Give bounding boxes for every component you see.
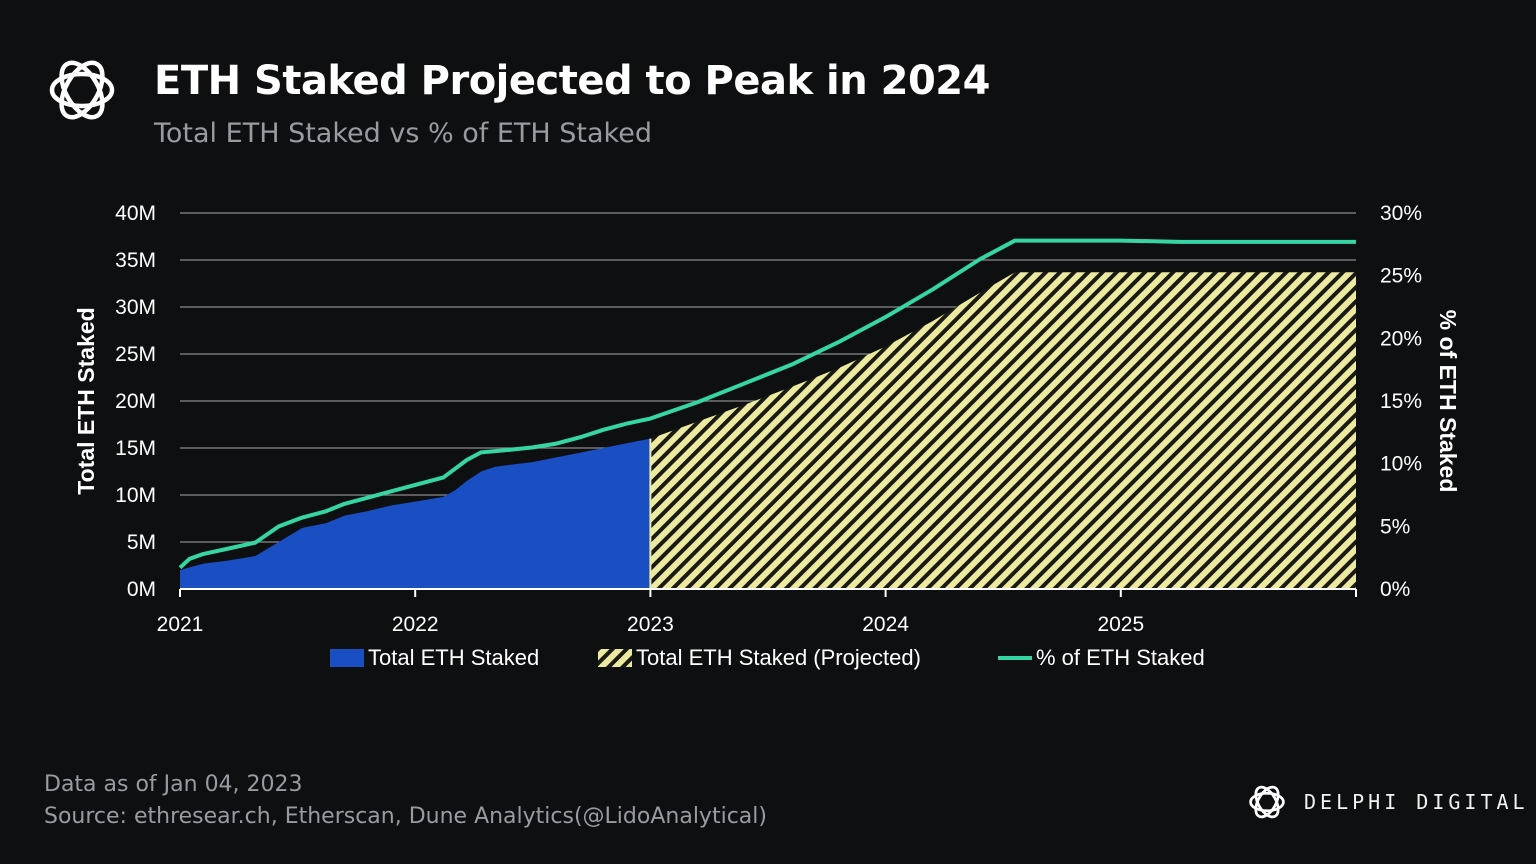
source-note: Source: ethresear.ch, Etherscan, Dune An… <box>44 804 767 829</box>
legend-label-pct: % of ETH Staked <box>1036 645 1205 670</box>
legend: Total ETH Staked Total ETH Staked (Proje… <box>330 645 1205 670</box>
chart-title: ETH Staked Projected to Peak in 2024 <box>154 58 990 104</box>
x-tick-label: 2021 <box>157 613 204 636</box>
y-tick-label: 10M <box>115 484 156 507</box>
line-pct-eth-staked <box>178 238 1356 570</box>
brand-name: DELPHI DIGITAL <box>1304 790 1529 814</box>
y-tick-label: 15M <box>115 437 156 460</box>
x-tick-label: 2022 <box>392 613 439 636</box>
y2-tick-label: 25% <box>1380 265 1422 288</box>
legend-label-actual: Total ETH Staked <box>368 645 539 670</box>
x-tick-label: 2025 <box>1097 613 1144 636</box>
y2-axis-title: % of ETH Staked <box>1435 310 1461 493</box>
y-tick-label: 40M <box>115 202 156 225</box>
y2-tick-label: 10% <box>1380 453 1422 476</box>
chart-subtitle: Total ETH Staked vs % of ETH Staked <box>154 118 652 149</box>
line-layer <box>178 238 1356 570</box>
y-tick-label: 25M <box>115 343 156 366</box>
data-date-note: Data as of Jan 04, 2023 <box>44 772 303 797</box>
y2-tick-label: 30% <box>1380 202 1422 225</box>
area-total-eth-staked-projected <box>650 272 1356 589</box>
legend-swatch-actual <box>330 649 364 667</box>
y-tick-label: 35M <box>115 249 156 272</box>
y2-tick-label: 15% <box>1380 390 1422 413</box>
delphi-small-icon <box>1249 785 1285 819</box>
y-axis-title: Total ETH Staked <box>73 307 99 494</box>
y-tick-label: 0M <box>127 578 156 601</box>
y2-tick-label: 5% <box>1380 515 1410 538</box>
axes: 0M 5M 10M 15M 20M 25M 30M 35M 40M 0% 5% 10% 15% 20% 25… <box>115 202 1422 636</box>
x-tick-label: 2023 <box>627 613 674 636</box>
area-layer <box>180 272 1356 589</box>
legend-label-projected: Total ETH Staked (Projected) <box>636 645 921 670</box>
legend-swatch-projected <box>598 649 632 667</box>
y-tick-label: 30M <box>115 296 156 319</box>
brand-logo: DELPHI DIGITAL <box>1244 778 1529 826</box>
y2-tick-label: 20% <box>1380 327 1422 350</box>
delphi-flower-icon <box>49 60 115 120</box>
y-tick-label: 5M <box>127 531 156 554</box>
y2-tick-label: 0% <box>1380 578 1410 601</box>
x-tick-label: 2024 <box>862 613 909 636</box>
y-tick-label: 20M <box>115 390 156 413</box>
area-total-eth-staked <box>180 438 651 589</box>
